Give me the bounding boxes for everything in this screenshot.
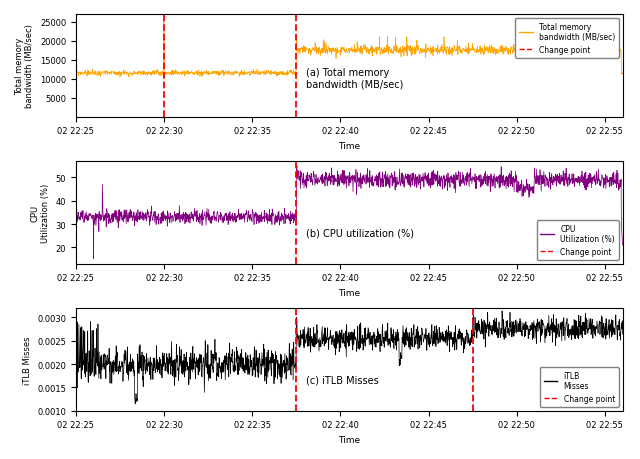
- Text: (c) iTLB Misses: (c) iTLB Misses: [305, 375, 378, 385]
- X-axis label: Time: Time: [338, 435, 360, 444]
- Y-axis label: Total memory
bandwidth (MB/sec): Total memory bandwidth (MB/sec): [15, 24, 35, 108]
- Text: (a) Total memory
bandwidth (MB/sec): (a) Total memory bandwidth (MB/sec): [305, 67, 403, 89]
- Text: (b) CPU utilization (%): (b) CPU utilization (%): [305, 229, 413, 238]
- Y-axis label: iTLB Misses: iTLB Misses: [22, 336, 31, 384]
- X-axis label: Time: Time: [338, 142, 360, 151]
- X-axis label: Time: Time: [338, 288, 360, 297]
- Legend: iTLB
Misses, Change point: iTLB Misses, Change point: [540, 367, 619, 407]
- Legend: CPU
Utilization (%), Change point: CPU Utilization (%), Change point: [536, 220, 619, 260]
- Y-axis label: CPU
Utilization (%): CPU Utilization (%): [31, 183, 50, 242]
- Legend: Total memory
bandwidth (MB/sec), Change point: Total memory bandwidth (MB/sec), Change …: [515, 19, 619, 59]
